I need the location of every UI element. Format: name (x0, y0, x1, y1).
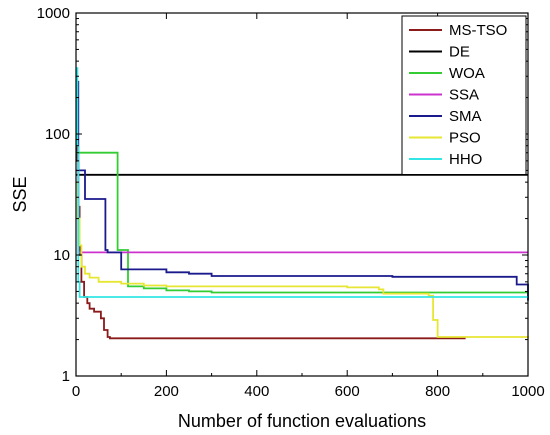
legend-label: SMA (449, 108, 482, 125)
x-tick-label: 200 (154, 383, 179, 400)
legend-label: MS-TSO (449, 22, 507, 39)
legend-label: SSA (449, 87, 479, 104)
x-axis-label: Number of function evaluations (178, 411, 426, 431)
legend-label: DE (449, 44, 470, 61)
series-line-woa (76, 151, 528, 294)
series-line-hho (76, 67, 528, 298)
legend-label: HHO (449, 151, 482, 168)
y-tick-label: 1 (62, 368, 70, 385)
legend: MS-TSO DE WOA SSA SMA PSO HHO (401, 15, 527, 175)
legend-label: PSO (449, 130, 481, 147)
series-line-pso (76, 181, 529, 339)
legend-label: WOA (449, 65, 485, 82)
series-line-sma (76, 80, 529, 301)
x-tick-label: 800 (425, 383, 450, 400)
x-tick-label: 1000 (511, 383, 544, 400)
y-tick-label: 10 (53, 247, 70, 264)
x-tick-label: 600 (335, 383, 360, 400)
x-tick-label: 0 (72, 383, 80, 400)
x-tick-label: 400 (244, 383, 269, 400)
axes-layer: 0 200 400 600 800 1000 1 10 100 1000 (37, 5, 545, 400)
y-tick-label: 1000 (37, 5, 70, 22)
y-axis-label: SSE (10, 176, 30, 212)
y-tick-label: 100 (45, 126, 70, 143)
